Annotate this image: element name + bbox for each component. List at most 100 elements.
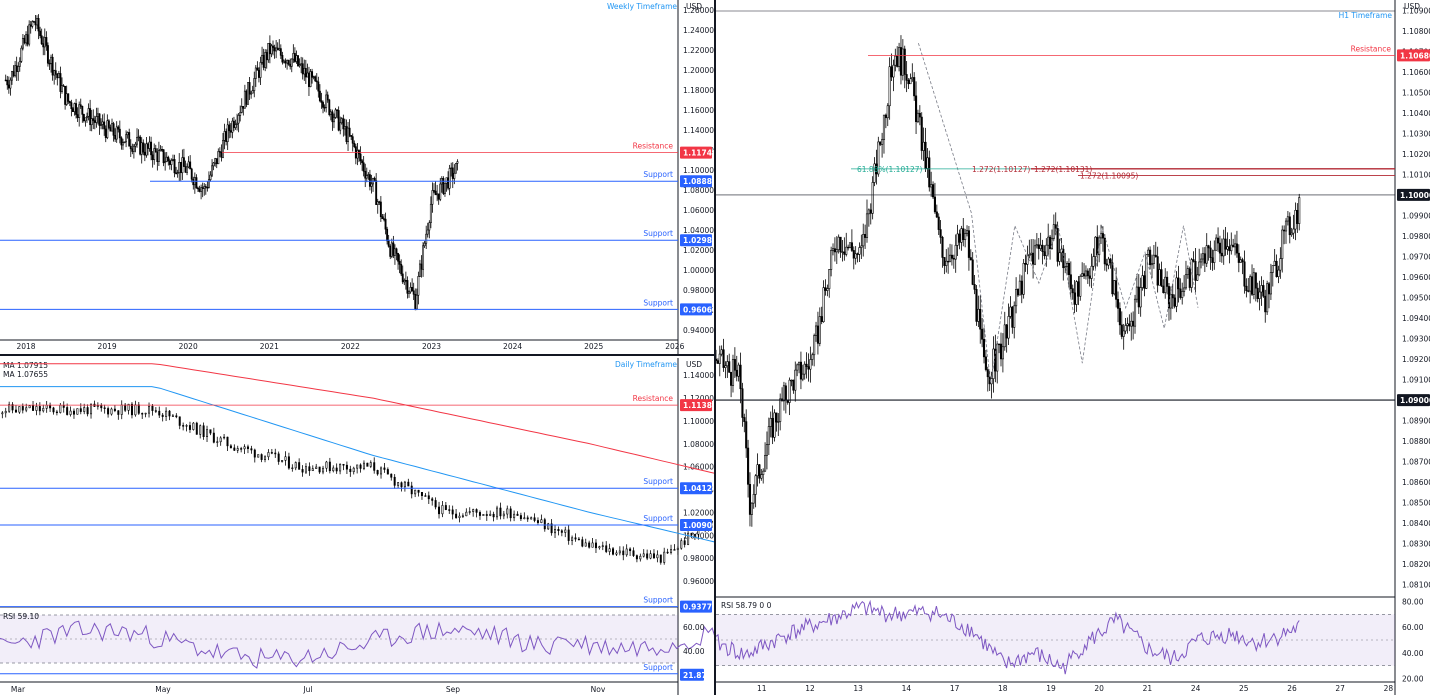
candle (796, 364, 799, 371)
h1-y-tick: 1.09500 (1402, 294, 1430, 303)
candle (899, 47, 903, 76)
candle (873, 163, 876, 183)
weekly-y-tick: 0.94000 (683, 326, 714, 335)
h1-ext-label-2: 1.272(1.10131) (1034, 165, 1092, 174)
candle (1035, 244, 1038, 247)
candle (335, 467, 338, 472)
candle (83, 407, 86, 412)
candle (1249, 276, 1252, 292)
candle (130, 403, 133, 416)
candle (1077, 281, 1080, 297)
candle (409, 287, 412, 293)
candle (438, 506, 441, 515)
candle (400, 264, 403, 275)
candle (1213, 249, 1216, 263)
candle (1201, 253, 1205, 260)
candle (132, 145, 135, 152)
candle (735, 369, 738, 377)
candle (140, 142, 143, 155)
candle (1226, 246, 1229, 250)
candle (1049, 236, 1052, 250)
candle (455, 513, 458, 518)
candle (1196, 274, 1199, 281)
candle (615, 552, 618, 555)
candle (837, 236, 840, 250)
candle (1203, 253, 1206, 264)
candle (233, 447, 236, 451)
candle (151, 405, 154, 411)
h1-level-tag (1397, 188, 1430, 201)
candle (1256, 287, 1259, 299)
candle (251, 90, 254, 94)
candle (110, 408, 113, 415)
candle (752, 494, 755, 504)
candle (301, 469, 304, 473)
candle (670, 549, 673, 553)
candle (1090, 265, 1093, 279)
weekly-chart-pane[interactable]: USD Weekly Timeframe 1.26000 1.24000 1.22000… (0, 0, 714, 354)
horizontal-divider[interactable] (0, 354, 714, 358)
daily-chart-pane[interactable]: USD Daily Timeframe MA 1.07915 MA 1.07655 1.… (0, 358, 714, 695)
candle (932, 184, 935, 198)
candle (924, 141, 927, 169)
candle (1233, 243, 1237, 248)
candle (179, 161, 182, 174)
candle (403, 481, 406, 488)
candle (799, 361, 802, 380)
h1-x-tick: 18 (998, 684, 1008, 693)
candle (143, 151, 146, 156)
candle (101, 121, 104, 125)
candle (975, 289, 978, 322)
candle (451, 167, 454, 179)
candle (443, 182, 446, 194)
daily-rsi-y-tick: 60.00 (683, 623, 705, 632)
candle (214, 158, 217, 164)
candle (764, 455, 767, 472)
candle (1258, 291, 1261, 299)
candle (75, 103, 78, 115)
candle (1060, 248, 1063, 254)
candle (18, 60, 21, 67)
vertical-divider[interactable] (714, 0, 716, 695)
candle (326, 94, 329, 101)
candle (673, 549, 676, 551)
candle (622, 550, 625, 556)
candle (219, 437, 222, 443)
candle (826, 288, 829, 291)
candle (206, 186, 209, 189)
candle (509, 508, 512, 519)
h1-y-tick: 1.08100 (1402, 581, 1430, 590)
candle (618, 550, 621, 554)
candle (352, 467, 355, 473)
candle (1198, 261, 1201, 276)
candle (342, 118, 345, 130)
candle (167, 156, 170, 162)
candle (17, 66, 20, 72)
candle (398, 260, 401, 265)
candle (93, 120, 96, 123)
candle (716, 360, 719, 364)
weekly-chart[interactable]: USD Weekly Timeframe 1.26000 1.24000 1.22000… (0, 0, 714, 354)
candle (158, 410, 161, 416)
candle (1086, 270, 1089, 277)
candle (506, 508, 509, 515)
daily-ma-red-line (0, 363, 714, 474)
candle (26, 34, 29, 45)
weekly-x-tick: 2020 (179, 342, 198, 351)
candle (168, 160, 171, 165)
candle (1111, 262, 1114, 295)
candle (748, 484, 752, 515)
candle (106, 120, 109, 138)
candle (485, 514, 488, 516)
candle (905, 74, 908, 81)
candle (1105, 263, 1108, 266)
candle (40, 35, 43, 45)
candle (1050, 238, 1054, 250)
candle (301, 63, 304, 75)
candle (1277, 269, 1280, 278)
candle (38, 406, 41, 412)
candle (835, 249, 838, 253)
